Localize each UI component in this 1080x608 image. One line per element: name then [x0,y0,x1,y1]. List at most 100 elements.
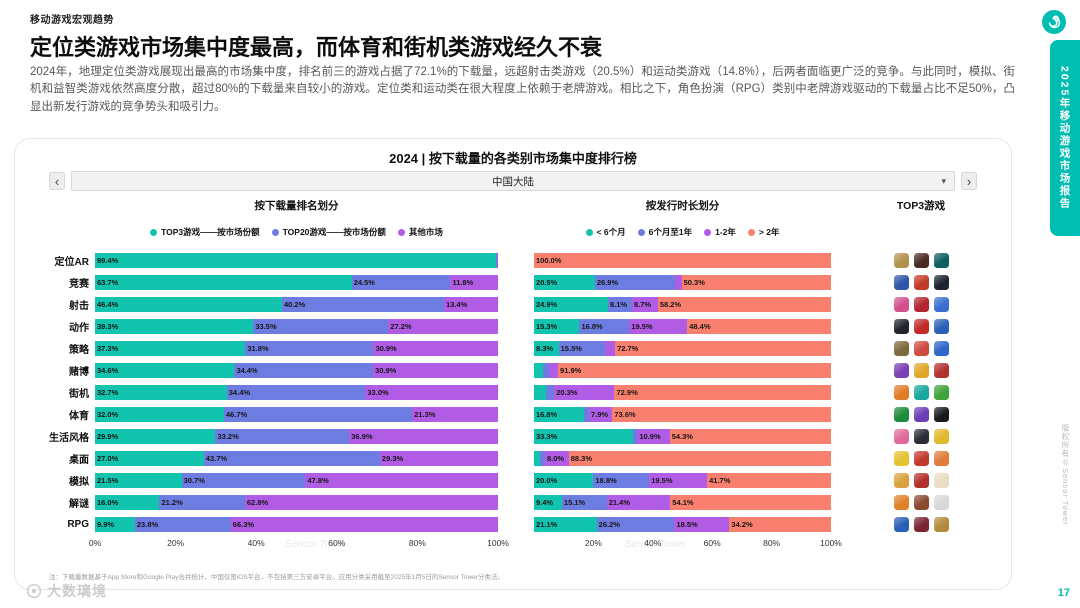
bar-segment [496,252,498,268]
game-icon [893,472,909,488]
bar-segment [604,340,616,356]
value-label: 29.9% [97,431,119,441]
value-label: 36.9% [351,431,373,441]
value-label: 58.2% [659,299,682,309]
bar-segment: 26.2% [596,516,675,532]
chart-footnote: 注：下载量数据基于App Store和Google Play合并统计，中国仅限i… [49,574,504,581]
bar-row: 21.1% 26.2% 18.5% 34.2% [534,513,831,535]
bar-segment: 8.7% [631,296,658,312]
bar-segment: 58.2% [657,296,831,312]
game-icon [893,450,909,466]
bar-track: 29.9% 33.2% 36.9% [95,428,498,444]
top3-icons-row [851,337,991,359]
game-icon [913,428,929,444]
top3-icons-row [851,249,991,271]
bar-segment: 37.3% [95,340,246,356]
bar-row: 体育 32.0% 46.7% 21.3% [43,403,498,425]
bar-segment: 7.9% [588,406,613,422]
sensor-tower-logo-icon [1042,10,1066,34]
bar-segment [534,362,543,378]
summary-paragraph: 2024年，地理定位类游戏展现出最高的市场集中度，排名前三的游戏占据了72.1%… [30,66,1015,113]
axis-tick: 80% [763,538,781,548]
bar-segment: 9.4% [534,494,562,510]
bar-segment: 29.3% [379,450,498,466]
bar-segment: 23.8% [134,516,231,532]
legend-spacer [851,215,991,249]
value-label: 48.4% [689,321,711,331]
value-label: 26.9% [596,277,619,287]
top3-icons-row [851,315,991,337]
bar-segment [632,428,638,444]
value-label: 8.3% [536,343,554,353]
value-label: 8.1% [609,299,628,309]
game-icon [933,384,949,400]
value-label: 100.0% [536,255,562,265]
axis-tick: 60% [703,538,721,548]
bar-track: 20.0% 18.8% 19.5% 41.7% [534,472,831,488]
bar-track: 32.7% 34.4% 33.0% [95,384,499,400]
chart-title: 2024 | 按下载量的各类别市场集中度排行榜 [389,151,637,166]
bar-row: 20.5% 26.9% 50.3% [534,271,831,293]
value-label: 9.9% [97,519,115,529]
release-age-axis: 20% 40% 60% 80% 100% [534,537,842,551]
game-icon [893,340,909,356]
bar-segment: 30.7% [181,472,306,488]
sensor-tower-watermark: Sensor Tower [625,539,687,550]
value-label: 34.2% [731,519,753,529]
game-icon [913,450,929,466]
value-label: 63.7% [97,277,119,287]
value-label: 16.0% [97,497,119,507]
axis-tick: 100% [487,538,509,548]
category-label: 动作 [69,322,89,334]
release-age-chart: 100.0% 20.5% 26.9% 50.3% 24.9% 8.1% 8.7% 58.2% 1… [534,249,831,535]
bar-segment: 29.9% [95,428,216,444]
bar-segment: 20.0% [534,472,594,488]
bar-row: 8.0% 88.3% [534,447,831,469]
value-label: 20.3% [556,387,578,397]
bar-segment: 34.4% [226,384,366,400]
legend-dot [637,228,645,236]
axis-tick: 20% [584,538,602,548]
bar-track: 20.5% 26.9% 50.3% [534,274,831,290]
bar-row: 24.9% 8.1% 8.7% 58.2% [534,293,831,315]
game-icon [933,340,949,356]
category-label: 解谜 [69,498,89,510]
download-rank-chart: 定位AR 99.4% 竞赛 63.7% 24.5% 11.8% 射击 46.4% 40.2% 13… [43,249,499,535]
release-age-header: 按发行时长划分 [645,200,720,212]
bar-track: 21.5% 30.7% 47.8% [95,472,498,488]
value-label: 13.4% [445,299,468,309]
bar-row: 15.3% 16.8% 19.5% 48.4% [534,315,831,337]
next-region-button[interactable]: › [961,172,977,190]
bar-segment: 21.1% [534,516,597,532]
bar-segment: 24.5% [351,274,451,290]
value-label: 30.7% [183,475,205,485]
value-label: 99.4% [97,255,119,265]
legend-item: 其他市场 [397,226,443,238]
top3-icons-row [851,271,991,293]
category-label: 竞赛 [69,278,89,290]
bar-row: 9.4% 15.1% 21.4% 54.1% [534,491,831,513]
value-label: 29.3% [381,453,404,463]
category-label: 街机 [69,388,89,400]
top3-icons-row [851,425,991,447]
value-label: 16.8% [581,321,603,331]
value-label: 39.3% [97,321,119,331]
value-label: 15.5% [560,343,582,353]
brand-watermark-label: 大数璃境 [47,583,107,599]
bar-segment: 16.8% [534,406,584,422]
prev-region-button[interactable]: ‹ [49,172,65,190]
region-select[interactable]: 中国大陆 ▾ [71,171,955,191]
bar-segment: 46.4% [95,296,282,312]
game-icon [933,252,949,268]
bar-track: 63.7% 24.5% 11.8% [95,274,498,290]
value-label: 16.8% [536,409,558,419]
bar-segment: 91.9% [558,362,831,378]
top3-icons-row [851,491,991,513]
value-label: 34.4% [228,387,251,397]
bar-track: 20.3% 72.9% [534,384,831,400]
download-rank-axis: 0% 20% 40% 60% 80% 100% [89,537,509,551]
bar-segment: 34.4% [234,362,374,378]
category-label: 桌面 [69,454,89,466]
bar-row: 100.0% [534,249,831,271]
bar-track: 8.3% 15.5% 72.7% [534,340,831,356]
